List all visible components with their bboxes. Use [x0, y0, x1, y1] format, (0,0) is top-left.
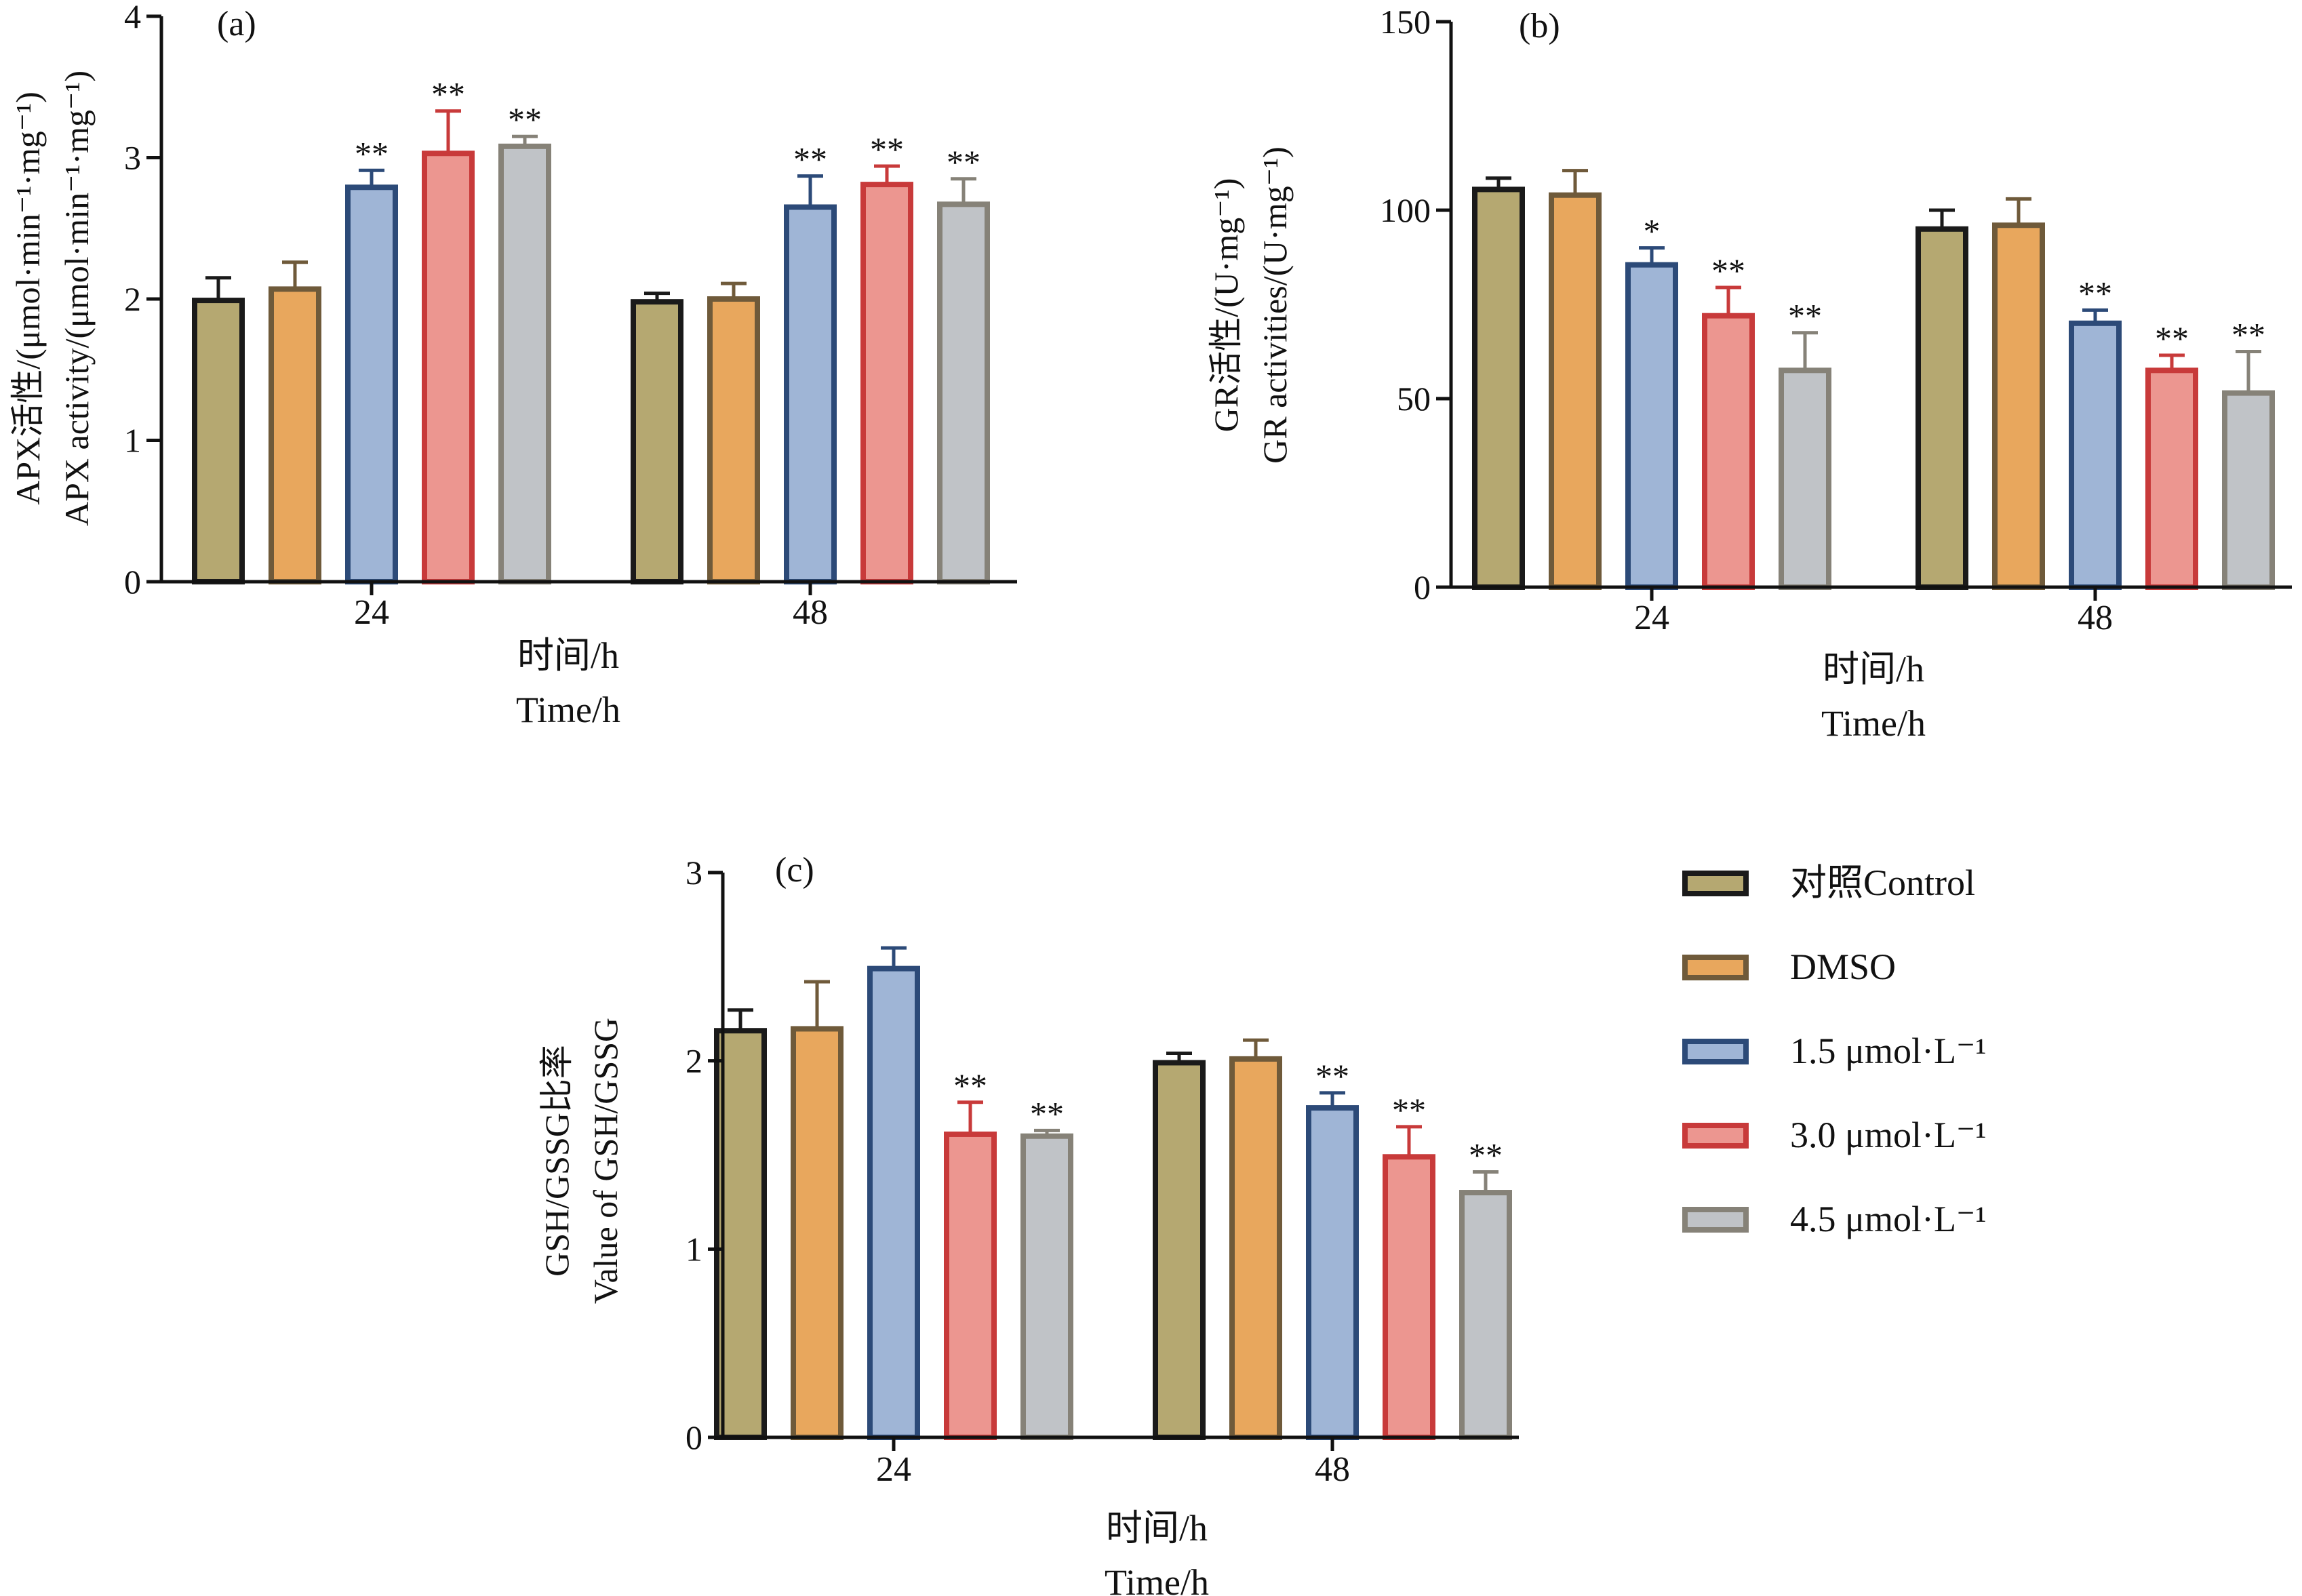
y-tick-label: 1 — [124, 422, 141, 460]
bar — [498, 143, 551, 584]
bar — [784, 204, 837, 585]
legend-swatch — [1682, 871, 1749, 896]
bar — [1229, 1056, 1282, 1440]
y-tick-label: 0 — [124, 563, 141, 601]
y-tick-label: 100 — [1380, 191, 1431, 229]
bar — [1549, 192, 1602, 590]
bar — [1472, 186, 1525, 591]
legend-label: DMSO — [1790, 946, 1896, 987]
bar — [631, 299, 683, 584]
significance-mark: ** — [2231, 316, 2265, 354]
y-tick-label: 3 — [124, 139, 141, 177]
y-tick-label: 3 — [686, 854, 702, 892]
panel-c: ** ** ** ** ** 0 1 2 3 24 48 (c) GSH/GSSG比率 Value of … — [538, 851, 1519, 1596]
significance-mark: ** — [431, 75, 465, 113]
bar — [345, 184, 398, 585]
x-tick-label: 48 — [2078, 599, 2113, 637]
panel-label: (a) — [217, 5, 256, 43]
y-tick-label: 0 — [1414, 568, 1431, 606]
x-axis-title: 时间/h — [1106, 1508, 1208, 1549]
y-axis-title: APX activity/(μmol·min⁻¹·mg⁻¹) — [58, 71, 96, 526]
bar — [1383, 1154, 1435, 1440]
bar — [422, 151, 475, 584]
y-tick-label: 50 — [1397, 380, 1431, 418]
bar — [2222, 390, 2275, 590]
bar — [2069, 320, 2122, 590]
legend-label: 3.0 μmol·L⁻¹ — [1790, 1115, 1987, 1155]
bar — [1625, 262, 1678, 590]
x-axis-title: Time/h — [1105, 1562, 1209, 1596]
significance-mark: ** — [1711, 252, 1745, 290]
bar — [192, 298, 245, 584]
bar — [867, 965, 920, 1440]
x-tick-label: 24 — [1634, 599, 1669, 637]
x-axis-title: Time/h — [1821, 703, 1926, 744]
legend-label: 4.5 μmol·L⁻¹ — [1790, 1199, 1987, 1239]
significance-mark: ** — [1030, 1094, 1064, 1132]
legend-swatch — [1682, 1207, 1749, 1233]
y-tick-label: 0 — [686, 1418, 702, 1456]
y-tick-label: 2 — [124, 280, 141, 318]
bar — [269, 286, 321, 584]
bar — [1916, 226, 1968, 590]
x-axis-title: 时间/h — [517, 635, 619, 676]
legend: 对照Control DMSO 1.5 μmol·L⁻¹ 3.0 μmol·L⁻¹ 4.5… — [1682, 862, 1987, 1239]
bar — [1779, 367, 1831, 590]
y-axis-title: GSH/GSSG比率 — [538, 1045, 576, 1277]
bar — [707, 296, 760, 584]
bar — [1702, 313, 1755, 590]
significance-mark: ** — [1392, 1091, 1426, 1129]
legend-label: 1.5 μmol·L⁻¹ — [1790, 1031, 1987, 1071]
y-axis-title: Value of GSH/GSSG — [587, 1018, 624, 1304]
bar — [791, 1026, 844, 1441]
x-tick-label: 24 — [354, 593, 389, 632]
significance-mark: * — [1644, 212, 1661, 250]
significance-mark: ** — [953, 1066, 987, 1104]
y-axis-title: GR activities/(U·mg⁻¹) — [1256, 146, 1294, 464]
significance-mark: ** — [1469, 1136, 1503, 1174]
significance-mark: ** — [947, 143, 980, 181]
significance-mark: ** — [355, 134, 389, 172]
panel-a: ** ** ** ** ** ** 0 1 2 3 4 24 48 (a) APX活性/(μmol·min⁻… — [9, 0, 1017, 730]
legend-swatch — [1682, 1123, 1749, 1149]
bar — [1020, 1133, 1073, 1440]
significance-mark: ** — [1788, 297, 1822, 335]
y-tick-label: 150 — [1380, 3, 1431, 41]
y-axis-title: GR活性/(U·mg⁻¹) — [1207, 178, 1245, 433]
y-tick-label: 1 — [686, 1230, 702, 1268]
significance-mark: ** — [793, 140, 827, 178]
bar — [1306, 1105, 1359, 1441]
x-tick-label: 48 — [1315, 1450, 1350, 1489]
bar — [1459, 1190, 1512, 1440]
legend-swatch — [1682, 1039, 1749, 1064]
significance-mark: ** — [2078, 274, 2112, 312]
y-tick-label: 4 — [124, 0, 141, 35]
bar — [937, 201, 990, 584]
bar — [1992, 222, 2045, 590]
y-tick-label: 2 — [686, 1042, 702, 1080]
significance-mark: ** — [1315, 1057, 1349, 1095]
bar — [1153, 1060, 1206, 1440]
legend-swatch — [1682, 955, 1749, 980]
panel-label: (c) — [775, 851, 814, 890]
significance-mark: ** — [870, 130, 904, 168]
significance-mark: ** — [508, 100, 542, 138]
significance-mark: ** — [2155, 319, 2189, 357]
x-axis-title: 时间/h — [1823, 649, 1924, 690]
legend-label: 对照Control — [1790, 862, 1975, 903]
y-axis-title: APX活性/(μmol·min⁻¹·mg⁻¹) — [9, 92, 47, 505]
x-tick-label: 24 — [876, 1450, 911, 1489]
bar — [860, 182, 913, 584]
x-tick-label: 48 — [793, 593, 828, 632]
x-axis-title: Time/h — [516, 690, 620, 730]
bar — [2145, 367, 2198, 590]
bar — [944, 1131, 997, 1440]
panel-label: (b) — [1519, 7, 1560, 45]
